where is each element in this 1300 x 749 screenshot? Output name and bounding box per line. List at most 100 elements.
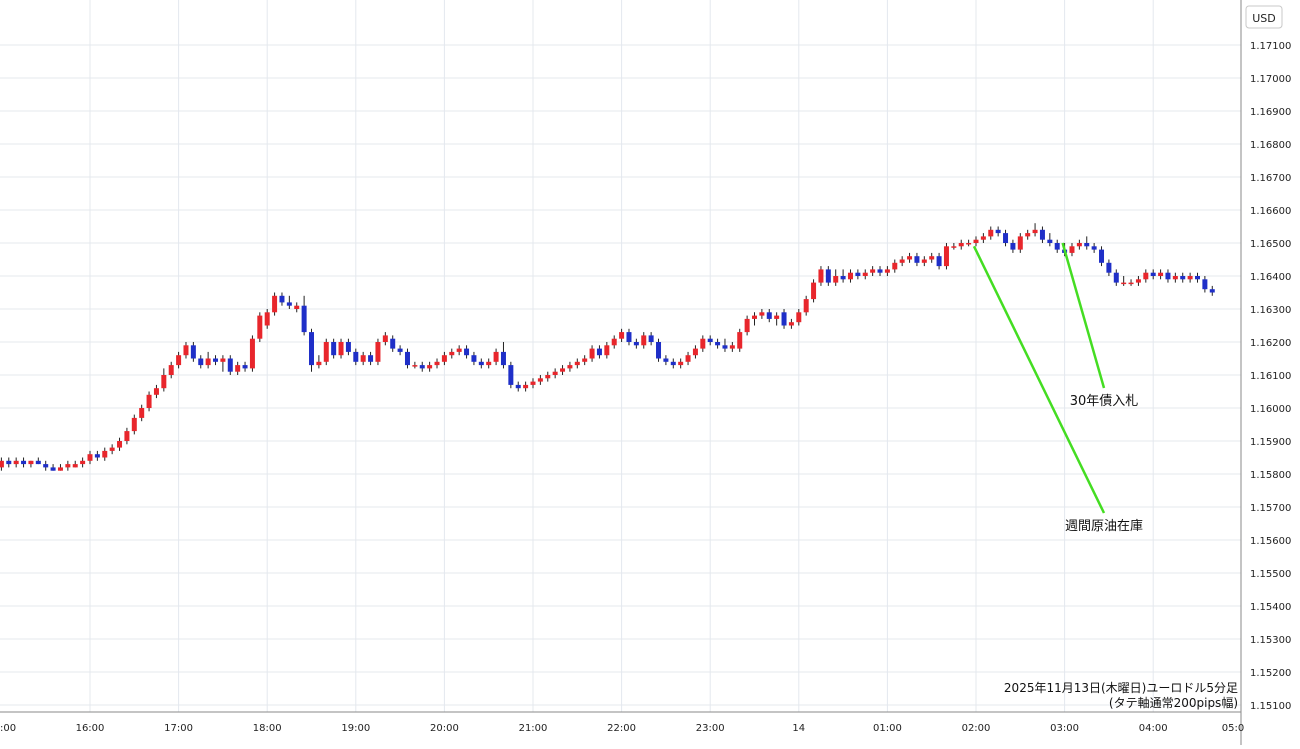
candle-up [619,332,625,339]
candle-down [286,302,292,306]
candle-up [1143,272,1149,280]
candle-up [427,365,433,369]
candle-up [235,365,241,372]
currency-badge[interactable]: USD [1245,5,1283,29]
y-tick-label: 1.17000 [1250,74,1291,85]
candle-up [1017,236,1023,250]
x-tick-label: :00 [0,723,16,734]
candle-down [50,467,56,471]
candle-up [973,239,979,243]
y-tick-label: 1.16300 [1250,305,1291,316]
candle-down [1084,243,1090,247]
annotation-line [1061,242,1106,389]
currency-label: USD [1252,12,1276,25]
candle-down [1047,239,1053,243]
candle-down [1003,233,1009,243]
candle-down [6,460,12,465]
candle-down [626,332,632,342]
y-tick-label: 1.15500 [1250,569,1291,580]
candle-up [752,315,757,319]
candle-up [552,371,558,375]
candle-up [833,276,839,283]
candle-down [1054,243,1060,250]
candle-down [663,358,669,362]
candle-up [818,269,824,283]
x-tick-label: 19:00 [341,723,370,734]
x-tick-label: 02:00 [962,723,991,734]
candle-up [1158,272,1164,276]
annotation-layer: 週間原油在庫 30年債入札 [972,242,1143,534]
candle-down [1099,249,1105,263]
candle-up [124,431,130,441]
candle-up [892,262,898,270]
candle-down [656,342,662,359]
candle-down [227,358,233,372]
candle-up [567,365,573,369]
y-tick-label: 1.15600 [1250,536,1291,547]
candle-down [1150,272,1156,276]
candle-up [1032,229,1038,234]
candle-down [1180,276,1186,280]
candle-up [1121,282,1127,285]
candle-up [375,342,381,362]
candle-down [633,342,639,346]
candle-down [1113,272,1119,283]
x-tick-label: 23:00 [696,723,725,734]
candle-down [877,269,883,273]
candle-down [43,464,49,468]
candle-up [523,384,529,389]
candle-up [907,256,913,260]
candle-up [951,246,957,248]
candle-up [589,348,595,359]
candle-down [242,365,248,369]
candle-up [685,355,691,362]
candle-down [198,358,204,366]
candle-up [870,269,876,273]
candle-up [294,305,300,309]
candle-up [744,318,750,333]
candle-up [700,338,706,349]
candle-down [1209,289,1215,293]
candle-down [825,269,831,283]
candle-up [1187,276,1193,280]
candle-up [803,299,809,313]
y-tick-label: 1.16800 [1250,140,1291,151]
x-tick-label: 22:00 [607,723,636,734]
candle-up [168,365,174,375]
time-axis[interactable]: :00 16:00 17:00 18:00 19:00 20:00 21:00 22:00 23… [0,723,1244,734]
annotation-line [972,245,1106,514]
candle-up [537,378,543,382]
price-axis[interactable]: 1.17100 1.17000 1.16900 1.16800 1.16700 1.166… [1250,41,1291,712]
y-tick-label: 1.16200 [1250,338,1291,349]
candle-up [560,368,566,372]
candle-layer [0,223,1215,471]
candle-up [272,295,278,313]
y-tick-label: 1.15700 [1250,503,1291,514]
candle-up [72,464,78,468]
candle-up [153,388,159,395]
candle-down [21,460,27,465]
candle-up [729,345,735,349]
candle-down [397,348,403,352]
y-tick-label: 1.16100 [1250,371,1291,382]
y-tick-label: 1.15300 [1250,635,1291,646]
candle-down [1039,229,1045,240]
candle-up [545,375,551,379]
candle-down [707,338,713,342]
candle-up [862,272,868,276]
y-tick-label: 1.16400 [1250,272,1291,283]
candle-up [1069,246,1075,253]
candle-down [190,345,196,359]
candle-down [213,358,219,362]
candle-down [722,345,728,349]
candle-up [28,460,34,465]
candle-down [404,351,410,366]
chart-subtitle: (タテ軸通常200pips幅) [1109,695,1238,710]
candle-down [855,272,861,276]
candle-down [781,312,787,326]
candle-down [331,342,337,356]
candle-down [464,348,470,356]
candle-down [390,338,396,349]
candle-up [80,460,86,465]
